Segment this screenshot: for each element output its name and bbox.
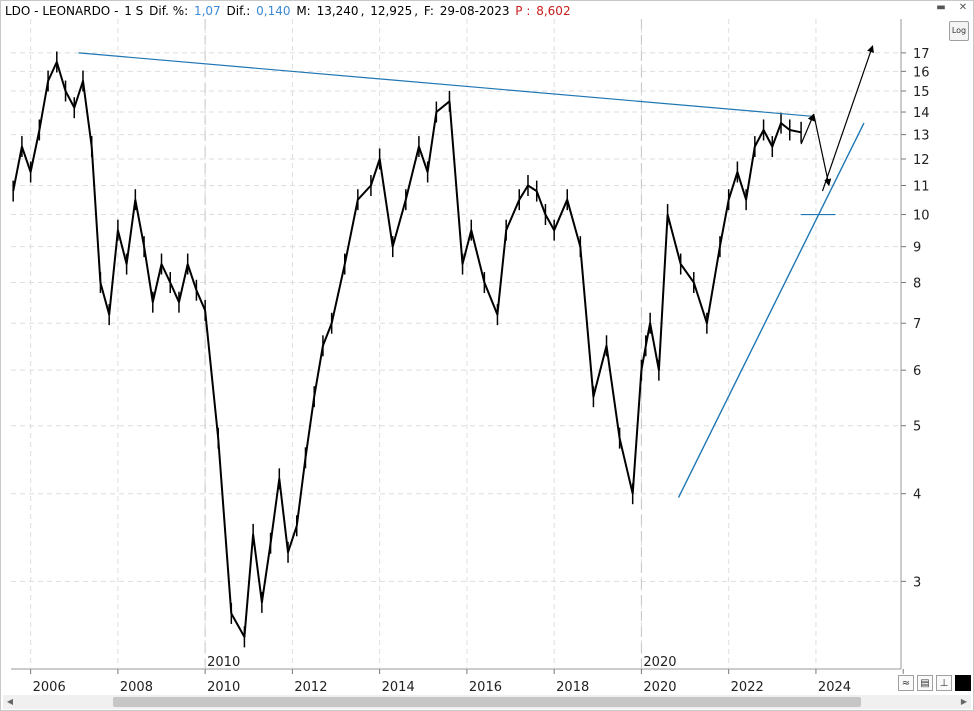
y-tick-label: 11: [913, 180, 930, 195]
p-value: 8,602: [536, 4, 571, 18]
x-tick-label: 2020: [643, 680, 676, 693]
p-label: P :: [515, 4, 531, 18]
x-tick-label: 2018: [556, 680, 589, 693]
y-tick-label: 17: [913, 47, 930, 62]
projection-arrow: [800, 113, 815, 145]
max-min-separator: ,: [360, 4, 365, 18]
dif-value: 0,140: [256, 4, 291, 18]
x-tick-label: 2022: [731, 680, 764, 693]
y-tick-label: 6: [913, 364, 921, 379]
x-tick-label: 2006: [33, 680, 66, 693]
date-label: F:: [423, 4, 434, 18]
x-tick-label: 2016: [469, 680, 502, 693]
price-chart[interactable]: 2010 2020 3 4 5 6 7 8 9 10 11 12 13 14 15 16 17 2006 200…: [1, 1, 973, 693]
horizontal-scrollbar[interactable]: ◀ ▶: [3, 695, 971, 709]
max-label: M:: [296, 4, 311, 18]
scroll-left-icon[interactable]: ◀: [6, 697, 14, 706]
log-scale-button[interactable]: Log: [949, 21, 969, 41]
y-tick-label: 8: [913, 277, 921, 292]
dif-label: Dif.:: [226, 4, 251, 18]
x-tick-label: 2010: [207, 680, 240, 693]
pin-icon[interactable]: ⊥: [936, 675, 952, 691]
x-tick-label: 2014: [382, 680, 415, 693]
min-date-separator: ,: [414, 4, 419, 18]
y-tick-label: 13: [913, 129, 930, 144]
x-tick-label: 2008: [120, 680, 153, 693]
chart-tools: ≈ ▤ ⊥: [898, 675, 971, 691]
date-value: 29-08-2023: [439, 4, 510, 18]
price-line: [12, 61, 802, 638]
support-trendline: [677, 122, 865, 498]
quote-header: LDO - LEONARDO - 1 S Dif. %: 1,07 Dif.: …: [5, 3, 573, 19]
window-controls: ▬ ✕: [935, 1, 969, 15]
minimize-icon[interactable]: ▬: [936, 2, 946, 13]
max-value: 13,240: [316, 4, 359, 18]
y-tick-label: 16: [913, 65, 930, 80]
projection-arrow: [821, 45, 874, 192]
min-value: 12,925: [370, 4, 413, 18]
y-tick-label: 12: [913, 153, 930, 168]
decade-label: 2010: [207, 655, 240, 670]
y-tick-label: 10: [913, 209, 930, 224]
y-tick-label: 3: [913, 575, 921, 590]
scroll-right-icon[interactable]: ▶: [960, 697, 968, 706]
difpct-label: Dif. %:: [149, 4, 189, 18]
symbol-label: LDO - LEONARDO -: [5, 4, 119, 18]
y-tick-label: 4: [913, 488, 921, 503]
x-tick-label: 2012: [294, 680, 327, 693]
save-icon[interactable]: ▤: [917, 675, 933, 691]
close-icon[interactable]: ✕: [958, 2, 968, 13]
decade-label: 2020: [643, 655, 676, 670]
projection-arrow: [813, 114, 832, 187]
y-tick-label: 15: [913, 85, 930, 100]
x-tick-label: 2024: [818, 680, 851, 693]
resistance-trendline: [78, 52, 814, 118]
y-tick-label: 5: [913, 420, 921, 435]
timeframe-label[interactable]: 1 S: [124, 4, 144, 18]
chart-type-icon[interactable]: ≈: [898, 675, 914, 691]
y-tick-label: 14: [913, 106, 930, 121]
y-tick-label: 9: [913, 241, 921, 256]
scrollbar-thumb[interactable]: [113, 697, 861, 707]
color-swatch-icon[interactable]: [955, 675, 971, 691]
difpct-value: 1,07: [193, 4, 221, 18]
y-tick-label: 7: [913, 317, 921, 332]
